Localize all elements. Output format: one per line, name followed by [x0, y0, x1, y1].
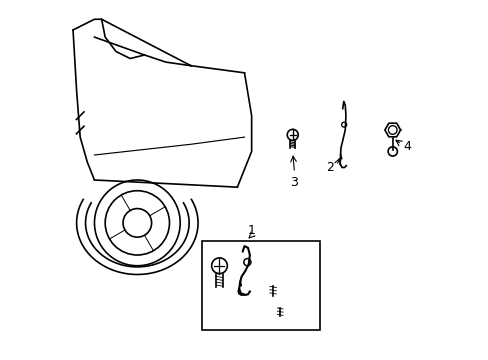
Text: 3: 3: [290, 176, 298, 189]
Text: 2: 2: [325, 161, 333, 174]
Bar: [201, 241, 319, 330]
Text: 1: 1: [247, 224, 255, 237]
Text: 4: 4: [403, 140, 410, 153]
